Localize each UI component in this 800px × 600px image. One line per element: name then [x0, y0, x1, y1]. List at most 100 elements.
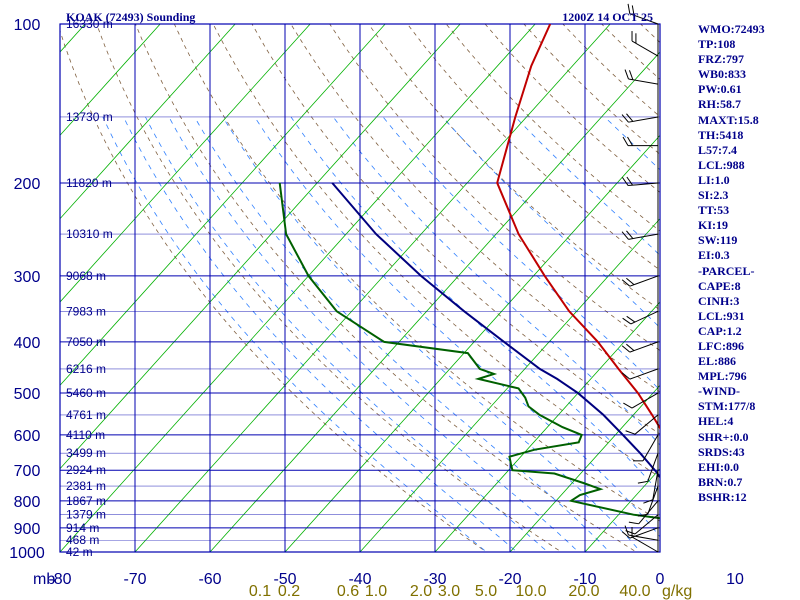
index-line: LFC:896 [698, 338, 744, 353]
wind-barb-feather [624, 525, 629, 536]
height-label: 914 m [66, 521, 99, 535]
height-label: 468 m [66, 533, 99, 547]
wind-barb [628, 116, 659, 123]
temperature-tick-label: -80 [48, 571, 71, 588]
index-line: SI:2.3 [698, 188, 729, 203]
index-line: WB0:833 [698, 67, 746, 82]
isotherm--100 [60, 24, 386, 386]
wind-barb [629, 275, 659, 287]
height-label: 9068 m [66, 269, 106, 283]
index-line: WMO:72493 [698, 22, 765, 36]
height-label: 10310 m [66, 227, 113, 241]
height-label: 4761 m [66, 408, 106, 422]
pressure-tick-label: 500 [14, 386, 41, 403]
wind-barb [629, 341, 659, 353]
moist-adiabat--4 [194, 116, 611, 552]
pressure-unit-label: mb [33, 571, 55, 588]
height-label: 11820 m [66, 176, 112, 190]
isotherm--110 [60, 24, 311, 303]
index-line: CAPE:8 [698, 278, 741, 293]
wind-barb [652, 470, 659, 500]
pressure-tick-label: 300 [14, 269, 41, 286]
mixing-ratio-label: 1.0 [365, 583, 387, 600]
index-line: TT:53 [698, 203, 730, 218]
wind-barb-feather [623, 402, 633, 409]
height-label: 2381 m [66, 479, 106, 493]
wind-barb [634, 514, 659, 535]
temperature-tick-label: -30 [423, 571, 446, 588]
height-label: 2924 m [66, 463, 106, 477]
moist-adiabat--16 [123, 116, 518, 552]
temperature-tick-label: -60 [198, 571, 221, 588]
height-label: 42 m [66, 545, 93, 559]
wind-barb-feather [643, 499, 653, 504]
height-label: 5460 m [66, 386, 106, 400]
wind-barb [642, 434, 659, 462]
wind-barb-feather [621, 372, 631, 380]
pressure-tick-label: 400 [14, 335, 41, 352]
index-line: L57:7.4 [698, 142, 737, 157]
temperature-tick-label: -40 [348, 571, 371, 588]
mixing-ratio-unit: g/kg [662, 583, 692, 600]
pressure-tick-label: 1000 [9, 545, 45, 562]
pressure-tick-label: 800 [14, 494, 41, 511]
index-line: -PARCEL- [698, 263, 755, 278]
wind-barb-feather [622, 136, 629, 146]
isotherm--120 [60, 24, 236, 220]
moist-adiabat-0 [222, 116, 642, 552]
height-label: 1379 m [66, 508, 106, 522]
index-line: SHR+:0.0 [698, 429, 749, 444]
temperature-tick-label: -70 [123, 571, 146, 588]
index-line: STM:177/8 [698, 399, 756, 414]
index-line: LCL:931 [698, 308, 745, 323]
pressure-tick-label: 900 [14, 521, 41, 538]
dry-adiabat-260 [96, 24, 563, 552]
index-line: LCL:988 [698, 157, 745, 172]
height-label: 13730 m [66, 110, 113, 124]
dry-adiabat-340 [407, 24, 660, 271]
isotherm--80 [60, 24, 536, 552]
temperature-tick-label: 10 [726, 571, 744, 588]
wind-barb-feather [624, 69, 629, 80]
wind-barb [629, 527, 659, 539]
height-label: 3499 m [66, 446, 106, 460]
dry-adiabat-270 [135, 24, 638, 552]
index-line: KI:19 [698, 218, 728, 233]
index-line: TH:5418 [698, 127, 744, 142]
wind-barb-feather [637, 480, 648, 484]
isotherm--20 [509, 384, 660, 552]
index-line: EL:886 [698, 354, 737, 369]
temperature-tick-label: -50 [273, 571, 296, 588]
moist-adiabat--20 [102, 116, 488, 552]
index-line: TP:108 [698, 37, 736, 52]
wind-barb-feather [627, 136, 633, 146]
index-line: SRDS:43 [698, 444, 745, 459]
wind-barb-feather [625, 430, 636, 435]
chart-title: KOAK (72493) Sounding [66, 10, 195, 24]
wind-barb-feather [626, 315, 636, 323]
index-line: BRN:0.7 [698, 474, 743, 489]
mixing-ratio-label: 20.0 [568, 583, 599, 600]
wind-barb-feather [621, 177, 629, 186]
chart-datetime: 1200Z 14 OCT 25 [562, 10, 653, 24]
wind-barb-feather [621, 231, 629, 240]
mixing-ratio-label: 3.0 [438, 583, 460, 600]
mixing-ratio-label: 0.2 [278, 583, 300, 600]
wind-barb-feather [626, 113, 634, 122]
height-label: 1867 m [66, 494, 106, 508]
wind-barb [628, 233, 659, 240]
height-label: 6216 m [66, 362, 106, 376]
mixing-ratio-label: 40.0 [619, 583, 650, 600]
wind-barb [634, 414, 659, 435]
mixing-ratio-label: 10.0 [515, 583, 546, 600]
mixing-ratio-label: 5.0 [475, 583, 497, 600]
height-label: 16330 m [66, 17, 113, 31]
wind-barb-feather [626, 277, 635, 286]
isotherm--60 [209, 51, 660, 552]
isotherm--130 [60, 24, 161, 136]
wind-barb-feather [621, 114, 629, 123]
wind-barb [628, 182, 659, 187]
wind-barb [631, 536, 659, 553]
wind-barb [630, 310, 659, 325]
wind-barb [629, 13, 659, 25]
